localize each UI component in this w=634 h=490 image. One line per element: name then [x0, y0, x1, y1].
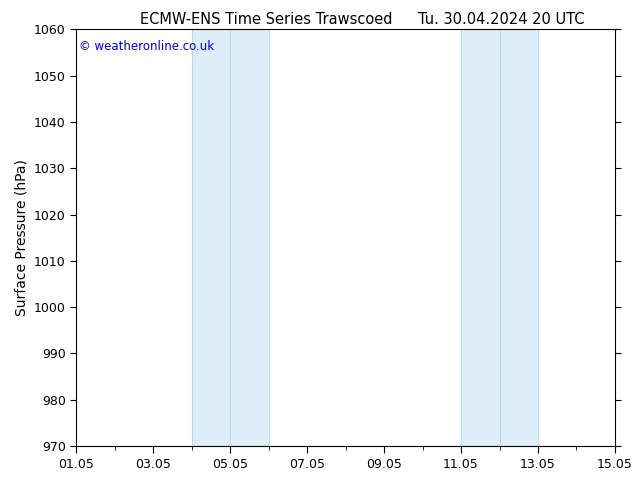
Text: ECMW-ENS Time Series Trawscoed: ECMW-ENS Time Series Trawscoed [140, 12, 392, 27]
Y-axis label: Surface Pressure (hPa): Surface Pressure (hPa) [14, 159, 29, 316]
Bar [500, 29, 538, 446]
Bar [461, 29, 500, 446]
Bar [191, 29, 230, 446]
Text: © weatheronline.co.uk: © weatheronline.co.uk [79, 40, 214, 53]
Bar [230, 29, 269, 446]
Text: Tu. 30.04.2024 20 UTC: Tu. 30.04.2024 20 UTC [418, 12, 584, 27]
